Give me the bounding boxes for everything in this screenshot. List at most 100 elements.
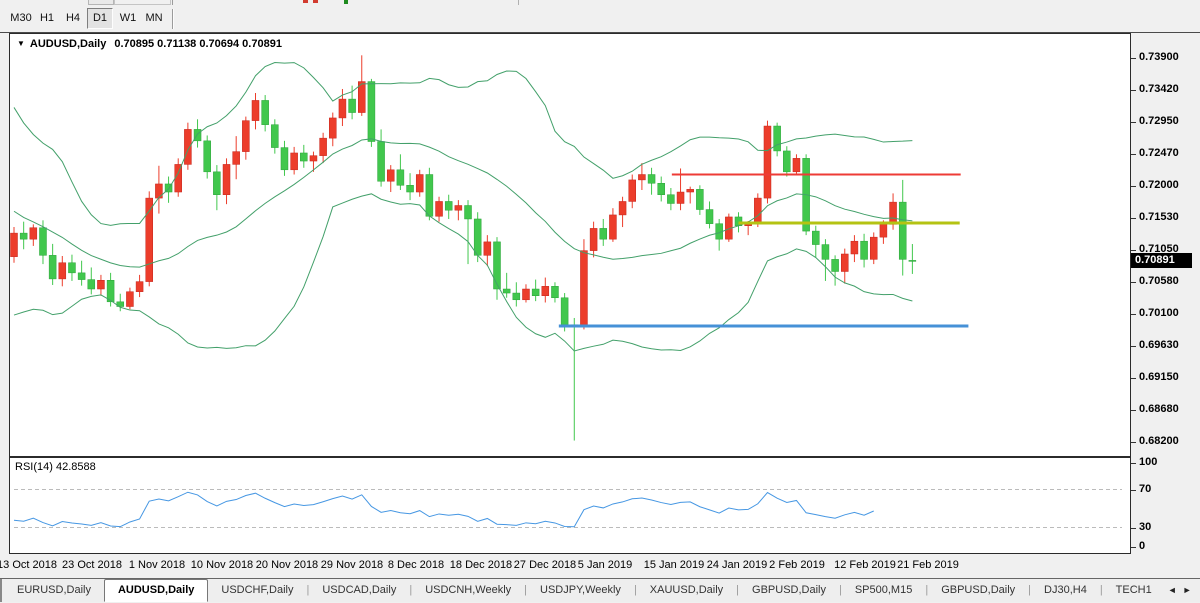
price-tick-label: 0.72000 bbox=[1139, 178, 1179, 191]
price-tick bbox=[1131, 154, 1136, 156]
rsi-tick-label: 30 bbox=[1139, 520, 1152, 533]
date-tick-label: 10 Nov 2018 bbox=[190, 559, 254, 571]
rsi-indicator-canvas[interactable] bbox=[10, 458, 1130, 553]
chart-title: ▼ AUDUSD,Daily 0.70895 0.71138 0.70694 0.7… bbox=[17, 38, 282, 50]
date-tick-label: 24 Jan 2019 bbox=[706, 559, 768, 571]
price-tick-label: 0.72470 bbox=[1139, 147, 1179, 160]
chart-tab-eurusd-daily[interactable]: EURUSD,Daily bbox=[17, 584, 91, 596]
date-tick-label: 5 Jan 2019 bbox=[577, 559, 633, 571]
buy-icon-fragment bbox=[303, 0, 308, 3]
price-tick bbox=[1131, 409, 1136, 411]
rsi-tick-label: 100 bbox=[1139, 456, 1158, 468]
date-tick-label: 2 Feb 2019 bbox=[769, 559, 825, 571]
date-tick-label: 1 Nov 2018 bbox=[128, 559, 186, 571]
chart-tab-dj30-h4[interactable]: DJ30,H4 bbox=[1044, 584, 1087, 596]
price-tick bbox=[1131, 58, 1136, 59]
timeframe-toolbar: M30 H1 H4 D1 W1 MN bbox=[0, 5, 1200, 32]
chart-ohlc-values: 0.70895 0.71138 0.70694 0.70891 bbox=[114, 38, 282, 50]
rsi-tick-label: 0 bbox=[1139, 540, 1146, 552]
chart-icon-fragment bbox=[344, 0, 348, 4]
timeframe-button-mn[interactable]: MN bbox=[145, 12, 163, 24]
sell-icon-fragment bbox=[313, 0, 318, 3]
price-tick bbox=[1131, 90, 1136, 92]
rsi-tick-label: 70 bbox=[1139, 482, 1152, 495]
price-tick-label: 0.68680 bbox=[1139, 402, 1179, 415]
date-tick-label: 23 Oct 2018 bbox=[62, 559, 122, 571]
tab-scroll-left-icon[interactable]: ◄ bbox=[1167, 585, 1177, 595]
tab-separator: | bbox=[409, 584, 413, 596]
tab-separator: | bbox=[925, 584, 929, 596]
price-tick-label: 0.72950 bbox=[1139, 114, 1179, 127]
chart-symbol-label: AUDUSD,Daily bbox=[29, 38, 107, 50]
chart-dropdown-icon: ▼ bbox=[17, 39, 25, 48]
tab-separator: | bbox=[633, 584, 637, 596]
tab-separator: | bbox=[1099, 584, 1103, 596]
rsi-indicator-pane[interactable]: RSI(14) 42.8588 bbox=[9, 457, 1131, 554]
price-tick-label: 0.73900 bbox=[1139, 51, 1179, 63]
date-tick-label: 20 Nov 2018 bbox=[255, 559, 319, 571]
date-tick-label: 27 Dec 2018 bbox=[513, 559, 577, 571]
price-tick bbox=[1131, 313, 1136, 315]
tab-scroll-right-icon[interactable]: ► bbox=[1182, 585, 1192, 595]
date-tick-label: 15 Jan 2019 bbox=[643, 559, 705, 571]
chart-tab-sp500-m15[interactable]: SP500,M15 bbox=[854, 584, 913, 596]
price-tick bbox=[1131, 185, 1136, 187]
price-chart-canvas[interactable] bbox=[10, 34, 1130, 456]
price-tick-label: 0.70580 bbox=[1139, 274, 1179, 287]
price-tick bbox=[1131, 249, 1136, 251]
price-tick-label: 0.71050 bbox=[1139, 242, 1179, 255]
price-tick bbox=[1131, 281, 1136, 283]
price-tick-label: 0.70100 bbox=[1139, 306, 1179, 319]
chart-tab-gbpusd-daily[interactable]: GBPUSD,Daily bbox=[752, 584, 826, 596]
chart-tab-usdcnh-weekly[interactable]: USDCNH,Weekly bbox=[425, 584, 512, 596]
date-tick-label: 18 Dec 2018 bbox=[449, 559, 513, 571]
price-axis: 0.70891 0.73900 0.73420 0.72950 0.72470 0.72… bbox=[1131, 33, 1200, 577]
price-tick-label: 0.69150 bbox=[1139, 370, 1179, 383]
tab-separator: | bbox=[306, 584, 310, 596]
toolbar-separator bbox=[172, 0, 173, 5]
price-tick-label: 0.69630 bbox=[1139, 338, 1179, 351]
price-tick bbox=[1131, 441, 1136, 443]
timeframe-button-m30[interactable]: M30 bbox=[10, 12, 32, 24]
price-chart-pane[interactable]: ▼ AUDUSD,Daily 0.70895 0.71138 0.70694 0.7… bbox=[9, 33, 1131, 457]
current-price-badge: 0.70891 bbox=[1131, 253, 1192, 269]
date-tick-label: 13 Oct 2018 bbox=[0, 559, 57, 571]
tab-separator: | bbox=[838, 584, 842, 596]
price-tick-label: 0.68200 bbox=[1139, 434, 1179, 447]
tab-scroll-arrows: ◄ ► bbox=[1165, 579, 1200, 602]
timeframe-button-h1[interactable]: H1 bbox=[39, 12, 55, 24]
time-axis: 13 Oct 2018 23 Oct 2018 1 Nov 2018 10 Nov 2… bbox=[0, 556, 1200, 577]
chart-tab-bar: EURUSD,Daily AUDUSD,Daily USDCHF,Daily | USD… bbox=[0, 578, 1200, 602]
tab-separator: | bbox=[524, 584, 528, 596]
timeframe-button-d1[interactable]: D1 bbox=[87, 8, 113, 29]
price-tick-label: 0.71530 bbox=[1139, 210, 1179, 223]
rsi-tick bbox=[1131, 547, 1136, 548]
chart-tab-audusd-daily[interactable]: AUDUSD,Daily bbox=[103, 579, 209, 602]
toolbar-button-fragment bbox=[88, 0, 114, 5]
chart-tab-usdjpy-weekly[interactable]: USDJPY,Weekly bbox=[540, 584, 621, 596]
rsi-tick bbox=[1131, 527, 1136, 529]
chart-tab-gbpusd-daily[interactable]: GBPUSD,Daily bbox=[941, 584, 1016, 596]
price-tick bbox=[1131, 345, 1136, 347]
price-tick-label: 0.73420 bbox=[1139, 83, 1179, 96]
price-tick bbox=[1131, 217, 1136, 219]
tab-separator: | bbox=[736, 584, 740, 596]
chart-tab-xauusd-daily[interactable]: XAUUSD,Daily bbox=[649, 584, 724, 596]
date-tick-label: 29 Nov 2018 bbox=[320, 559, 384, 571]
timeframe-button-h4[interactable]: H4 bbox=[65, 12, 81, 24]
toolbar-separator bbox=[172, 9, 174, 29]
chart-tab-usdcad-daily[interactable]: USDCAD,Daily bbox=[322, 584, 397, 596]
chart-tab-usdchf-daily[interactable]: USDCHF,Daily bbox=[221, 584, 294, 596]
clipped-toolbar-row bbox=[0, 0, 1200, 5]
rsi-indicator-label: RSI(14) 42.8588 bbox=[15, 461, 96, 473]
date-tick-label: 21 Feb 2019 bbox=[897, 559, 959, 571]
chart-tab-tech1[interactable]: TECH1 bbox=[1115, 584, 1152, 596]
date-tick-label: 12 Feb 2019 bbox=[834, 559, 896, 571]
toolbar-separator bbox=[518, 0, 519, 5]
chart-window-top-border bbox=[0, 32, 1200, 33]
date-tick-label: 8 Dec 2018 bbox=[387, 559, 445, 571]
chart-tab-fragment bbox=[0, 579, 2, 602]
timeframe-button-w1[interactable]: W1 bbox=[119, 12, 137, 24]
price-tick bbox=[1131, 121, 1136, 123]
